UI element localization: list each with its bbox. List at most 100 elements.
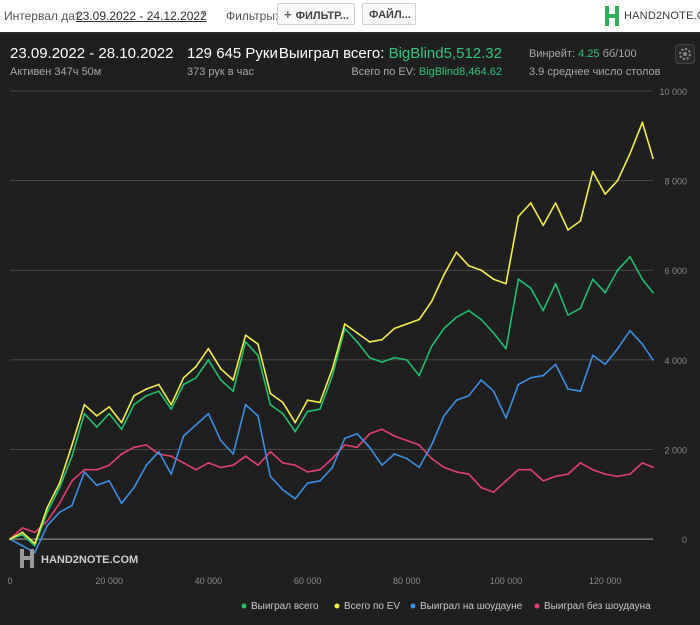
- data-point: [83, 412, 86, 415]
- data-point: [331, 367, 334, 370]
- data-point: [319, 408, 321, 411]
- data-point: [219, 379, 222, 381]
- file-button[interactable]: ФАЙЛ...: [362, 3, 416, 25]
- data-point: [182, 376, 185, 379]
- data-point: [517, 278, 520, 281]
- data-point: [257, 343, 259, 346]
- data-point: [232, 390, 235, 393]
- data-point: [294, 421, 297, 424]
- data-point: [257, 414, 259, 417]
- y-tick-label: 2 000: [664, 445, 687, 455]
- data-point: [257, 354, 259, 357]
- data-point: [604, 363, 607, 366]
- data-point: [33, 542, 36, 545]
- data-point: [492, 332, 495, 334]
- data-point: [120, 502, 123, 505]
- data-point: [9, 538, 11, 541]
- data-point: [356, 432, 359, 435]
- data-point: [207, 412, 210, 415]
- data-point: [207, 347, 210, 350]
- data-point: [554, 475, 557, 478]
- legend-label-non-showdown: Выиграл без шоудауна: [544, 600, 651, 612]
- series-non-showdown: [9, 428, 654, 541]
- legend-label-total: Выиграл всего: [251, 601, 319, 612]
- legend: Выиграл всего Всего по EV Выиграл на шоуда…: [241, 600, 651, 612]
- chevron-down-icon[interactable]: ▼: [199, 8, 208, 18]
- ev-total-value: BigBlind8,464.62: [418, 66, 502, 78]
- data-point: [517, 468, 520, 471]
- data-point: [195, 468, 197, 471]
- series-showdown: [9, 329, 654, 554]
- data-point: [95, 468, 98, 471]
- winrate-unit: бб/100: [602, 48, 637, 60]
- data-point: [529, 376, 532, 379]
- data-point: [652, 291, 654, 294]
- data-point: [170, 403, 173, 406]
- data-point: [306, 470, 309, 473]
- data-point: [281, 412, 284, 415]
- data-point: [356, 341, 359, 343]
- hand2note-logo-text: HAND2NOTE.COM: [624, 10, 700, 22]
- data-point: [207, 358, 210, 361]
- data-point: [629, 329, 631, 332]
- data-point: [133, 394, 135, 397]
- data-point: [294, 464, 297, 467]
- data-point: [157, 450, 160, 453]
- data-point: [430, 457, 433, 460]
- data-point: [368, 432, 371, 435]
- data-point: [579, 462, 582, 464]
- series-total: [9, 255, 654, 547]
- data-point: [505, 417, 507, 420]
- data-point: [133, 403, 135, 406]
- gear-icon[interactable]: [675, 44, 695, 64]
- data-point: [641, 343, 644, 346]
- data-point: [567, 314, 569, 316]
- filter-button[interactable]: + ФИЛЬТР...: [277, 3, 355, 25]
- file-button-label: ФАЙЛ...: [369, 9, 411, 21]
- data-point: [170, 455, 173, 458]
- data-point: [652, 466, 654, 469]
- y-tick-label: 6 000: [664, 266, 687, 276]
- hands-count-text: 129 645 Руки: [187, 45, 278, 62]
- data-point: [219, 367, 222, 370]
- data-point: [443, 327, 445, 330]
- data-point: [108, 479, 111, 482]
- data-point: [269, 450, 272, 453]
- data-point: [133, 446, 135, 449]
- watermark-text: HAND2NOTE.COM: [41, 554, 138, 566]
- y-tick-label: 10 000: [659, 87, 687, 97]
- data-point: [46, 520, 49, 523]
- series-line-total: [9, 255, 654, 547]
- data-point: [319, 479, 321, 482]
- data-point: [331, 457, 334, 460]
- ev-total-stat: Всего по EV: BigBlind8,464.62: [351, 66, 502, 78]
- data-point: [567, 388, 569, 390]
- data-point: [232, 379, 235, 381]
- data-point: [554, 282, 557, 285]
- data-point: [195, 365, 197, 368]
- data-point: [492, 278, 495, 281]
- legend-dot-showdown: [410, 603, 416, 609]
- data-point: [604, 193, 607, 195]
- data-point: [21, 531, 24, 534]
- data-point: [83, 468, 86, 471]
- data-point: [343, 323, 346, 325]
- data-point: [455, 251, 458, 254]
- data-point: [393, 356, 396, 359]
- x-tick-label: 100 000: [490, 576, 523, 586]
- data-point: [554, 363, 557, 366]
- data-point: [542, 224, 545, 227]
- date-range-picker[interactable]: 23.09.2022 - 24.12.2022: [76, 9, 207, 23]
- data-point: [120, 421, 123, 424]
- data-point: [133, 486, 135, 489]
- hand2note-logo-icon: [605, 6, 619, 26]
- data-point: [157, 390, 160, 393]
- data-point: [542, 479, 545, 482]
- data-point: [443, 273, 445, 276]
- data-point: [505, 282, 507, 285]
- won-total-label: Выиграл всего:: [278, 45, 385, 62]
- avg-tables-text: 3.9 среднее число столов: [529, 66, 661, 78]
- period-text: 23.09.2022 - 28.10.2022: [10, 45, 174, 62]
- data-point: [368, 356, 371, 359]
